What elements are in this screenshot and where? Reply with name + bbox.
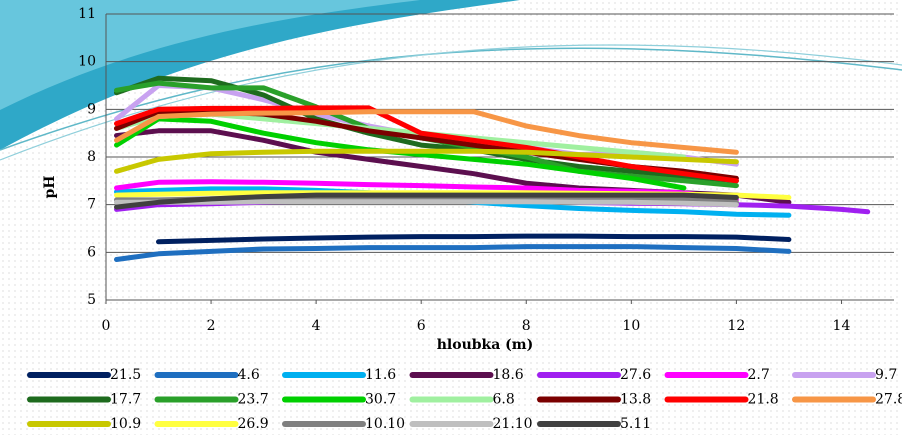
legend-label: 5.11 xyxy=(620,416,651,432)
legend-label: 26.9 xyxy=(238,416,269,432)
legend-label: 6.8 xyxy=(493,392,515,408)
legend-label: 23.7 xyxy=(238,392,269,408)
x-axis-label: hloubka (m) xyxy=(437,337,534,353)
y-tick-label: 6 xyxy=(87,244,96,260)
legend-label: 18.6 xyxy=(493,367,524,383)
x-tick-label: 4 xyxy=(312,318,321,334)
legend-label: 21.10 xyxy=(493,416,533,432)
x-tick-label: 12 xyxy=(727,318,745,334)
x-tick-label: 2 xyxy=(207,318,216,334)
legend-label: 27.8 xyxy=(875,392,902,408)
legend-label: 11.6 xyxy=(365,367,396,383)
data-line xyxy=(117,202,737,205)
legend-label: 2.7 xyxy=(748,367,770,383)
y-tick-label: 8 xyxy=(87,149,96,165)
x-tick-label: 10 xyxy=(622,318,640,334)
legend-label: 13.8 xyxy=(620,392,651,408)
x-tick-label: 14 xyxy=(833,318,851,334)
legend-label: 10.10 xyxy=(365,416,405,432)
y-tick-label: 5 xyxy=(87,292,96,308)
legend-label: 4.6 xyxy=(238,367,260,383)
x-tick-label: 0 xyxy=(102,318,111,334)
legend-label: 27.6 xyxy=(620,367,651,383)
x-tick-label: 6 xyxy=(417,318,426,334)
y-tick-label: 7 xyxy=(87,197,96,213)
y-tick-label: 10 xyxy=(78,54,96,70)
legend-label: 9.7 xyxy=(875,367,897,383)
y-axis-label: pH xyxy=(42,175,58,198)
y-tick-label: 11 xyxy=(78,6,96,22)
chart: 5 6 7 8 9 10 11 0 2 4 6 8 10 12 14 hloubka (m) pH 21.5… xyxy=(0,0,902,435)
legend-label: 30.7 xyxy=(365,392,396,408)
y-tick-label: 9 xyxy=(87,101,96,117)
legend-label: 17.7 xyxy=(110,392,141,408)
legend-label: 21.8 xyxy=(748,392,779,408)
legend-label: 21.5 xyxy=(110,367,141,383)
legend-label: 10.9 xyxy=(110,416,141,432)
x-tick-label: 8 xyxy=(522,318,531,334)
